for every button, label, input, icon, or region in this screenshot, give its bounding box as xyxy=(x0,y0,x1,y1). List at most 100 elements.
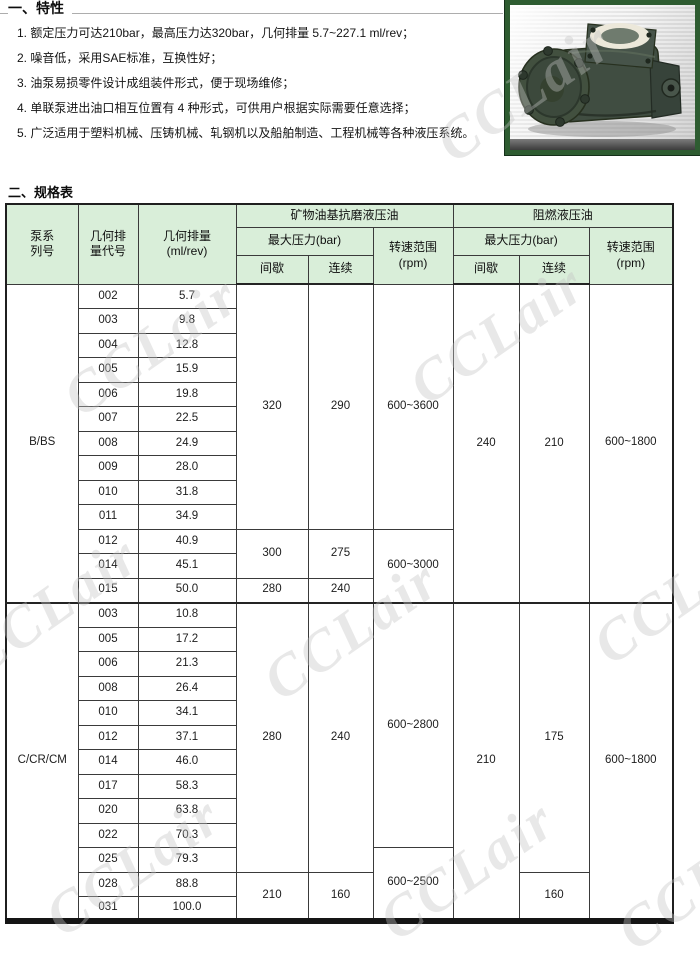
spec-table-row: 009 28.0 xyxy=(6,455,673,481)
product-photo-frame xyxy=(505,0,700,155)
spec-table-row: 015 50.0 280 240 xyxy=(6,577,673,603)
header-speed-range: 转速范围 (rpm) xyxy=(372,226,454,285)
spec-cell: 10.8 xyxy=(137,601,237,628)
spec-cell: 003 xyxy=(77,601,139,628)
spec-cell: 210 xyxy=(452,601,520,922)
spec-cell: 008 xyxy=(77,675,139,701)
spec-cell: 37.1 xyxy=(137,724,237,750)
header-continuous: 连续 xyxy=(518,254,590,285)
spec-cell: 34.9 xyxy=(137,504,237,530)
feature-item: 5. 广泛适用于塑料机械、压铸机械、轧钢机以及船舶制造、工程机械等各种液压系统。 xyxy=(17,126,475,140)
header-intermittent: 间歇 xyxy=(452,254,520,285)
spec-cell: 600~2800 xyxy=(372,601,454,848)
header-max-pressure: 最大压力(bar) xyxy=(452,226,590,256)
spec-table-row: 005 17.2 xyxy=(6,626,673,652)
spec-table-row: 011 34.9 xyxy=(6,504,673,530)
spec-cell: 70.3 xyxy=(137,822,237,848)
spec-cell: 175 xyxy=(518,601,590,873)
spec-cell: 600~3000 xyxy=(372,528,454,603)
header-speed-range: 转速范围 (rpm) xyxy=(588,226,674,285)
spec-table-row: 007 22.5 xyxy=(6,406,673,432)
spec-cell: 160 xyxy=(518,871,590,922)
spec-cell: 010 xyxy=(77,479,139,505)
features-section-title: 一、特性 xyxy=(8,0,72,16)
spec-cell: 24.9 xyxy=(137,430,237,456)
title-underline xyxy=(0,13,503,14)
spec-cell: 31.8 xyxy=(137,479,237,505)
spec-cell: 015 xyxy=(77,577,139,603)
header-fire-resistant-group: 阻燃液压油 xyxy=(452,203,674,228)
features-list: 1. 额定压力可达210bar，最高压力达320bar，几何排量 5.7~227… xyxy=(17,21,502,146)
photo-floor-shadow xyxy=(510,139,695,150)
spec-cell: 025 xyxy=(77,847,139,873)
spec-cell: 004 xyxy=(77,332,139,358)
spec-cell: 005 xyxy=(77,626,139,652)
spec-cell: 006 xyxy=(77,381,139,407)
spec-cell: 79.3 xyxy=(137,847,237,873)
spec-table-row: 012 40.9 300 275 600~3000 xyxy=(6,528,673,603)
spec-cell: 028 xyxy=(77,871,139,897)
spec-table-row: 004 12.8 xyxy=(6,332,673,358)
spec-cell: 280 xyxy=(235,601,309,873)
spec-cell: 46.0 xyxy=(137,749,237,775)
spec-cell: 100.0 xyxy=(137,896,237,922)
spec-table-row: 025 79.3 600~2500 xyxy=(6,847,673,922)
spec-cell: 15.9 xyxy=(137,357,237,383)
spec-cell: 005 xyxy=(77,357,139,383)
spec-cell: 014 xyxy=(77,749,139,775)
spec-cell: 5.7 xyxy=(137,283,237,309)
spec-cell: 50.0 xyxy=(137,577,237,603)
spec-cell: 017 xyxy=(77,773,139,799)
spec-cell: 280 xyxy=(235,577,309,603)
series-label: C/CR/CM xyxy=(5,601,79,922)
spec-cell: 012 xyxy=(77,528,139,554)
spec-cell: 9.8 xyxy=(137,308,237,334)
spec-cell: 240 xyxy=(452,283,520,603)
spec-table-row: 006 21.3 xyxy=(6,651,673,677)
spec-cell: 600~1800 xyxy=(588,601,674,922)
spec-cell: 014 xyxy=(77,553,139,579)
spec-cell: 210 xyxy=(518,283,590,603)
feature-item: 4. 单联泵进出油口相互位置有 4 种形式，可供用户根据实际需要任意选择； xyxy=(17,101,416,115)
spec-cell: 009 xyxy=(77,455,139,481)
header-mineral-oil-group: 矿物油基抗磨液压油 xyxy=(235,203,454,228)
spec-table-body: B/BS 002 5.7 320 290 600~3600 240 210 600~1800 00… xyxy=(5,283,674,922)
spec-table-row: 010 31.8 xyxy=(6,479,673,505)
header-displacement: 几何排量 (ml/rev) xyxy=(137,203,237,285)
spec-cell: 34.1 xyxy=(137,700,237,726)
spec-cell: 031 xyxy=(77,896,139,922)
header-pump-series: 泵系 列号 xyxy=(5,203,79,285)
spec-cell: 240 xyxy=(307,577,374,603)
spec-cell: 12.8 xyxy=(137,332,237,358)
spec-cell: 600~1800 xyxy=(588,283,674,603)
header-continuous: 连续 xyxy=(307,254,374,285)
spec-cell: 210 xyxy=(235,871,309,922)
spec-cell: 600~3600 xyxy=(372,283,454,530)
spec-cell: 63.8 xyxy=(137,798,237,824)
spec-cell: 58.3 xyxy=(137,773,237,799)
spec-cell: 26.4 xyxy=(137,675,237,701)
spec-table-row: 008 24.9 xyxy=(6,430,673,456)
spec-cell: 88.8 xyxy=(137,871,237,897)
series-label: B/BS xyxy=(5,283,79,603)
feature-item: 1. 额定压力可达210bar，最高压力达320bar，几何排量 5.7~227… xyxy=(17,26,415,40)
spec-table: 泵系 列号 几何排 量代号 几何排量 (ml/rev) 矿物油基抗磨液压油 阻燃… xyxy=(5,203,675,924)
spec-table-row: 017 58.3 xyxy=(6,773,673,799)
spec-table-row: 006 19.8 xyxy=(6,381,673,407)
spec-table-header: 泵系 列号 几何排 量代号 几何排量 (ml/rev) 矿物油基抗磨液压油 阻燃… xyxy=(5,203,674,285)
spec-cell: 010 xyxy=(77,700,139,726)
spec-cell: 19.8 xyxy=(137,381,237,407)
spec-table-row: 014 45.1 xyxy=(6,553,673,579)
spec-cell: 275 xyxy=(307,528,374,579)
spec-cell: 40.9 xyxy=(137,528,237,554)
spec-cell: 008 xyxy=(77,430,139,456)
spec-table-row: 003 9.8 xyxy=(6,308,673,334)
spec-cell: 21.3 xyxy=(137,651,237,677)
spec-cell: 006 xyxy=(77,651,139,677)
spec-cell: 600~2500 xyxy=(372,847,454,922)
spec-cell: 022 xyxy=(77,822,139,848)
header-max-pressure: 最大压力(bar) xyxy=(235,226,374,256)
spec-cell: 17.2 xyxy=(137,626,237,652)
spec-cell: 007 xyxy=(77,406,139,432)
